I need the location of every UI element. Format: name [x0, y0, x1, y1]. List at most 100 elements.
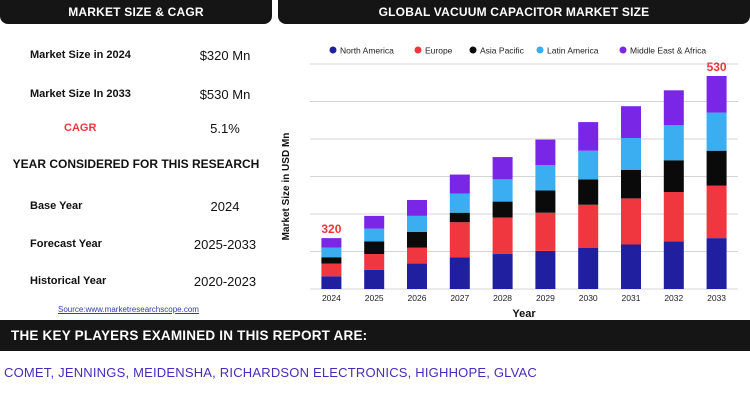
x-tick-label: 2033	[707, 293, 726, 303]
bar-segment	[578, 247, 599, 289]
x-tick-label: 2029	[536, 293, 555, 303]
bar-segment	[663, 90, 684, 126]
bar-segment	[407, 215, 427, 232]
legend-label: Asia Pacific	[480, 46, 525, 56]
legend-swatch	[329, 46, 337, 54]
stacked-bar-chart: North America Europe Asia Pacific Latin Ame…	[281, 46, 738, 320]
bar-segment	[407, 247, 427, 264]
row-label: Base Year	[30, 200, 83, 212]
bar-stack	[407, 199, 427, 289]
bar-segment	[364, 215, 385, 229]
bar-segment	[621, 244, 641, 289]
bar-segment	[492, 254, 513, 289]
bar-segment	[449, 193, 470, 213]
forecast-year-row: Forecast Year 2025-2033	[0, 235, 272, 255]
years-title: YEAR CONSIDERED FOR THIS RESEARCH	[12, 157, 260, 171]
legend-swatch	[414, 46, 422, 54]
bar-segment	[663, 192, 684, 242]
bar-segment	[407, 231, 427, 248]
bar-segment	[407, 199, 427, 216]
bar-segment	[621, 106, 641, 138]
bar-segment	[578, 122, 599, 151]
bar-segment	[663, 125, 684, 161]
x-tick-label: 2025	[365, 293, 384, 303]
cagr-row: CAGR 5.1%	[0, 119, 272, 139]
legend-swatch	[619, 46, 627, 54]
bar-segment	[321, 257, 342, 264]
bar-segment	[492, 201, 513, 218]
row-label: Market Size In 2033	[30, 88, 131, 100]
market-size-header: MARKET SIZE & CAGR	[0, 0, 272, 24]
legend-label: Latin America	[547, 46, 599, 56]
row-value: 2024	[210, 199, 240, 214]
bar-segment	[492, 179, 513, 202]
row-value: 2020-2023	[193, 274, 257, 289]
bar-stack	[663, 90, 684, 289]
bar-segment	[535, 250, 556, 289]
legend-swatch	[469, 46, 477, 54]
bar-segment	[321, 238, 342, 248]
bar-segment	[364, 228, 385, 242]
bar-segment	[706, 76, 727, 113]
bar-segment	[364, 254, 385, 270]
bar-segment	[706, 238, 727, 289]
x-tick-label: 2028	[493, 293, 512, 303]
bar-segment	[492, 217, 513, 255]
bar-segment	[535, 212, 556, 251]
bar-stack	[578, 122, 599, 289]
bar-segment	[535, 190, 556, 213]
total-annotation: 320	[321, 222, 341, 236]
market-size-2024-row: Market Size in 2024 $320 Mn	[0, 46, 272, 66]
bar-segment	[663, 160, 684, 193]
row-value: 2025-2033	[193, 237, 257, 252]
legend-label: North America	[340, 46, 394, 56]
base-year-row: Base Year 2024	[0, 197, 272, 217]
bar-segment	[492, 157, 513, 180]
y-axis-label: Market Size in USD Mn	[281, 133, 292, 241]
total-annotation: 530	[707, 60, 727, 74]
bar-stack	[321, 238, 342, 289]
bar-stack	[492, 157, 513, 289]
bar-stack	[706, 76, 727, 289]
row-label: Forecast Year	[30, 238, 102, 250]
bar-segment	[706, 150, 727, 186]
bar-segment	[321, 247, 342, 258]
bar-segment	[621, 137, 641, 170]
bar-segment	[621, 198, 641, 245]
bar-segment	[321, 276, 342, 289]
bar-stack	[535, 139, 556, 289]
x-axis-label: Year	[512, 308, 536, 320]
bar-segment	[578, 204, 599, 248]
legend-label: Europe	[425, 46, 453, 56]
key-players-header: THE KEY PLAYERS EXAMINED IN THIS REPORT …	[0, 320, 750, 351]
legend: North America Europe Asia Pacific Latin Ame…	[329, 46, 706, 56]
row-value: $320 Mn	[199, 48, 251, 63]
cagr-label: CAGR	[64, 122, 97, 134]
x-tick-label: 2031	[622, 293, 641, 303]
legend-swatch	[536, 46, 544, 54]
bar-stack	[449, 174, 470, 289]
bar-segment	[706, 112, 727, 151]
bar-stack	[621, 106, 641, 289]
bar-segment	[449, 212, 470, 223]
chart-header: GLOBAL VACUUM CAPACITOR MARKET SIZE	[278, 0, 750, 24]
bar-segment	[663, 241, 684, 289]
row-value: $530 Mn	[199, 87, 251, 102]
x-tick-label: 2024	[322, 293, 341, 303]
bar-segment	[449, 174, 470, 194]
bar-segment	[535, 139, 556, 166]
bar-segment	[535, 165, 556, 191]
bar-segment	[321, 263, 342, 277]
x-tick-label: 2030	[579, 293, 598, 303]
source-link[interactable]: Source:www.marketresearchscope.com	[58, 305, 199, 314]
bar-segment	[449, 222, 470, 258]
bar-segment	[621, 169, 641, 199]
bar-segment	[364, 269, 385, 289]
x-tick-label: 2027	[450, 293, 469, 303]
bar-segment	[578, 150, 599, 180]
x-tick-label: 2032	[664, 293, 683, 303]
bar-segment	[449, 257, 470, 289]
bar-stack	[364, 215, 385, 289]
x-tick-label: 2026	[408, 293, 427, 303]
market-size-2033-row: Market Size In 2033 $530 Mn	[0, 85, 272, 105]
